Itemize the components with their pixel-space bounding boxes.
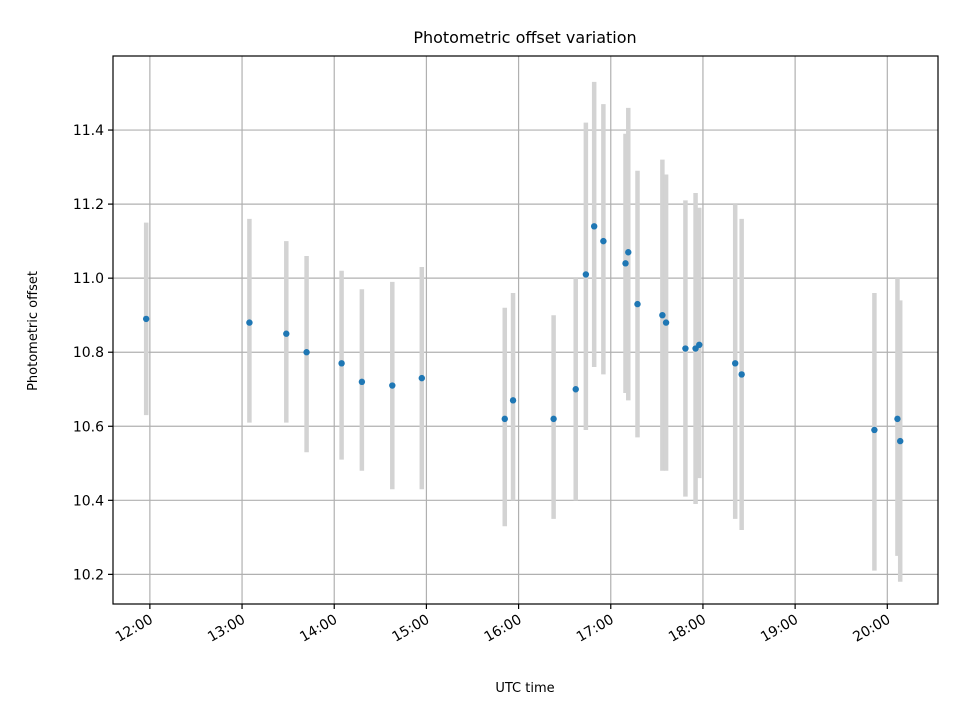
data-point (894, 415, 901, 423)
x-tick-label: 18:00 (666, 612, 709, 646)
data-point (509, 397, 517, 404)
data-point (897, 437, 904, 445)
x-tick-label: 20:00 (850, 612, 893, 646)
y-tick-label: 10.4 (73, 493, 104, 509)
data-point (283, 330, 290, 337)
data-point (246, 319, 253, 326)
plot-frame (112, 55, 939, 605)
data-point (338, 360, 345, 367)
chart-title: Photometric offset variation (413, 28, 636, 47)
data-point (634, 300, 641, 308)
data-point (389, 382, 396, 389)
data-point (682, 345, 689, 352)
data-point (622, 260, 629, 267)
x-tick-label: 17:00 (574, 612, 617, 646)
data-point (501, 415, 508, 423)
data-point (659, 311, 666, 319)
data-point (303, 349, 310, 356)
data-point (738, 371, 745, 378)
x-axis-label: UTC time (495, 681, 554, 696)
x-tick-label: 14:00 (297, 612, 340, 646)
error-bars (143, 81, 903, 582)
x-tick-label: 19:00 (758, 612, 801, 646)
x-tick-label: 15:00 (389, 612, 432, 646)
data-point (600, 237, 607, 245)
y-tick-label: 11.0 (73, 271, 104, 287)
data-point (572, 386, 579, 393)
grid (113, 56, 938, 604)
data-point (142, 315, 150, 323)
data-point (625, 249, 632, 256)
data-point (732, 360, 739, 367)
y-tick-label: 10.8 (73, 345, 104, 361)
data-point (582, 271, 590, 278)
data-point (590, 223, 598, 230)
x-axis-ticks: 12:00 13:00 14:00 15:00 16:00 17:00 18:00 19:00… (113, 604, 893, 646)
data-point (418, 374, 425, 382)
y-tick-label: 11.4 (73, 123, 104, 139)
x-tick-label: 13:00 (205, 612, 248, 646)
data-point (662, 319, 670, 326)
data-points (142, 223, 904, 445)
y-tick-label: 10.2 (73, 567, 104, 583)
y-tick-label: 11.2 (73, 197, 104, 213)
data-point (696, 341, 703, 349)
y-tick-label: 10.6 (73, 419, 104, 435)
data-point (358, 378, 366, 386)
x-tick-label: 12:00 (113, 612, 156, 646)
data-point (871, 426, 878, 434)
data-point (550, 415, 557, 423)
y-axis-ticks: 10.2 10.4 10.6 10.8 11.0 11.2 11.4 (73, 123, 113, 583)
x-tick-label: 16:00 (482, 612, 525, 646)
y-axis-label: Photometric offset (26, 271, 41, 391)
